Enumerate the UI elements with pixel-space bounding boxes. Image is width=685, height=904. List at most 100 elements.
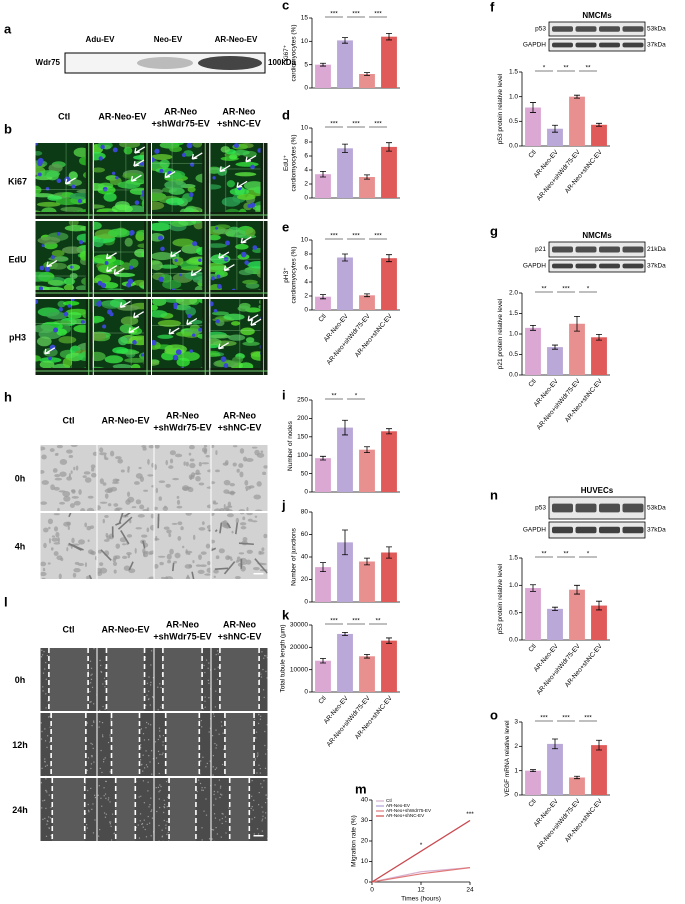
band bbox=[575, 503, 597, 513]
cell bbox=[67, 312, 82, 319]
arrow bbox=[168, 327, 180, 335]
cell-speck bbox=[162, 744, 164, 746]
cell-speck bbox=[166, 806, 168, 808]
cell-speck bbox=[40, 782, 43, 784]
cell-speck bbox=[260, 676, 263, 678]
cell-cluster bbox=[66, 547, 69, 552]
cell-speck bbox=[145, 704, 147, 706]
x-tick-label: Ctl bbox=[527, 148, 538, 159]
cell bbox=[152, 299, 167, 306]
cells-label: NMCMs bbox=[582, 231, 612, 240]
cell-speck bbox=[220, 721, 223, 723]
cell-speck bbox=[213, 840, 215, 841]
cell-cluster bbox=[218, 548, 225, 554]
cell-speck bbox=[255, 731, 258, 733]
error-bar bbox=[574, 94, 580, 99]
cell-cluster bbox=[177, 521, 183, 526]
cell-cluster bbox=[56, 452, 59, 456]
y-tick-label: 150 bbox=[297, 434, 308, 441]
nucleus bbox=[173, 302, 178, 308]
cell bbox=[93, 332, 107, 341]
nucleus bbox=[213, 308, 218, 313]
cell-speck bbox=[159, 784, 161, 786]
error-bar bbox=[364, 446, 370, 454]
cell-speck bbox=[208, 682, 210, 684]
row-label: 0h bbox=[15, 675, 26, 685]
cell-cluster bbox=[251, 446, 258, 449]
nucleus bbox=[152, 339, 157, 346]
cell-cluster bbox=[41, 454, 47, 460]
cell-speck bbox=[144, 828, 146, 831]
nucleus bbox=[63, 311, 69, 317]
cell-cluster bbox=[204, 573, 211, 576]
error-bar bbox=[552, 606, 558, 611]
cell bbox=[152, 201, 165, 211]
cell-speck bbox=[254, 736, 256, 739]
cell-speck bbox=[261, 786, 263, 788]
x-tick-label: Ctl bbox=[527, 377, 538, 388]
cell-speck bbox=[47, 775, 50, 776]
cell-speck bbox=[98, 835, 100, 837]
cell bbox=[60, 206, 84, 212]
cell-speck bbox=[144, 656, 146, 658]
y-tick-label: 80 bbox=[301, 509, 309, 516]
cell-cluster bbox=[149, 524, 154, 531]
scale-bar bbox=[253, 573, 264, 575]
panel-label: e bbox=[282, 219, 289, 234]
nucleus bbox=[38, 286, 44, 291]
cell-speck bbox=[264, 730, 266, 733]
cell-cluster bbox=[127, 491, 131, 497]
cell-speck bbox=[147, 698, 150, 701]
cell-cluster bbox=[99, 501, 108, 504]
cell-speck bbox=[42, 818, 44, 820]
cell-cluster bbox=[201, 447, 208, 453]
cell-speck bbox=[98, 726, 100, 728]
cell-speck bbox=[146, 766, 149, 768]
nucleus bbox=[98, 300, 102, 305]
cell bbox=[124, 237, 133, 247]
band bbox=[552, 26, 573, 32]
tube bbox=[117, 516, 133, 530]
cell bbox=[229, 187, 250, 196]
bar bbox=[547, 128, 563, 146]
cell-speck bbox=[49, 726, 51, 728]
arrow bbox=[133, 311, 145, 319]
cell-cluster bbox=[91, 472, 97, 478]
scratch bbox=[162, 648, 203, 711]
y-tick-label: 0.5 bbox=[509, 118, 518, 125]
cell-cluster bbox=[57, 537, 60, 543]
cell-speck bbox=[263, 780, 265, 782]
cell-cluster bbox=[73, 568, 81, 573]
nucleus bbox=[223, 363, 229, 368]
lane-label: Neo-EV bbox=[154, 35, 183, 44]
tube bbox=[214, 567, 229, 570]
cell-speck bbox=[257, 722, 260, 725]
nucleus bbox=[215, 319, 220, 324]
row-label: 24h bbox=[12, 805, 28, 815]
cell bbox=[178, 221, 197, 226]
column-header: Ctl bbox=[63, 624, 75, 634]
cell bbox=[240, 327, 255, 336]
arrow bbox=[164, 170, 176, 179]
cell-speck bbox=[166, 833, 168, 836]
cell-speck bbox=[213, 715, 215, 717]
cell-cluster bbox=[215, 469, 220, 473]
cell-speck bbox=[253, 799, 255, 801]
nucleus bbox=[97, 280, 103, 286]
cell-speck bbox=[93, 703, 95, 705]
cell bbox=[123, 146, 133, 155]
cell-speck bbox=[142, 826, 144, 828]
cell bbox=[186, 258, 206, 265]
bar bbox=[525, 327, 541, 375]
cell-cluster bbox=[195, 475, 201, 482]
nucleus bbox=[56, 232, 61, 236]
cell-speck bbox=[167, 796, 169, 798]
cell-cluster bbox=[147, 458, 150, 465]
cell-speck bbox=[151, 809, 153, 811]
cell-speck bbox=[91, 743, 93, 745]
cell-speck bbox=[102, 761, 105, 763]
cell-cluster bbox=[151, 462, 154, 468]
cell-cluster bbox=[187, 552, 191, 556]
cell-cluster bbox=[69, 503, 75, 508]
nucleus bbox=[140, 353, 145, 357]
